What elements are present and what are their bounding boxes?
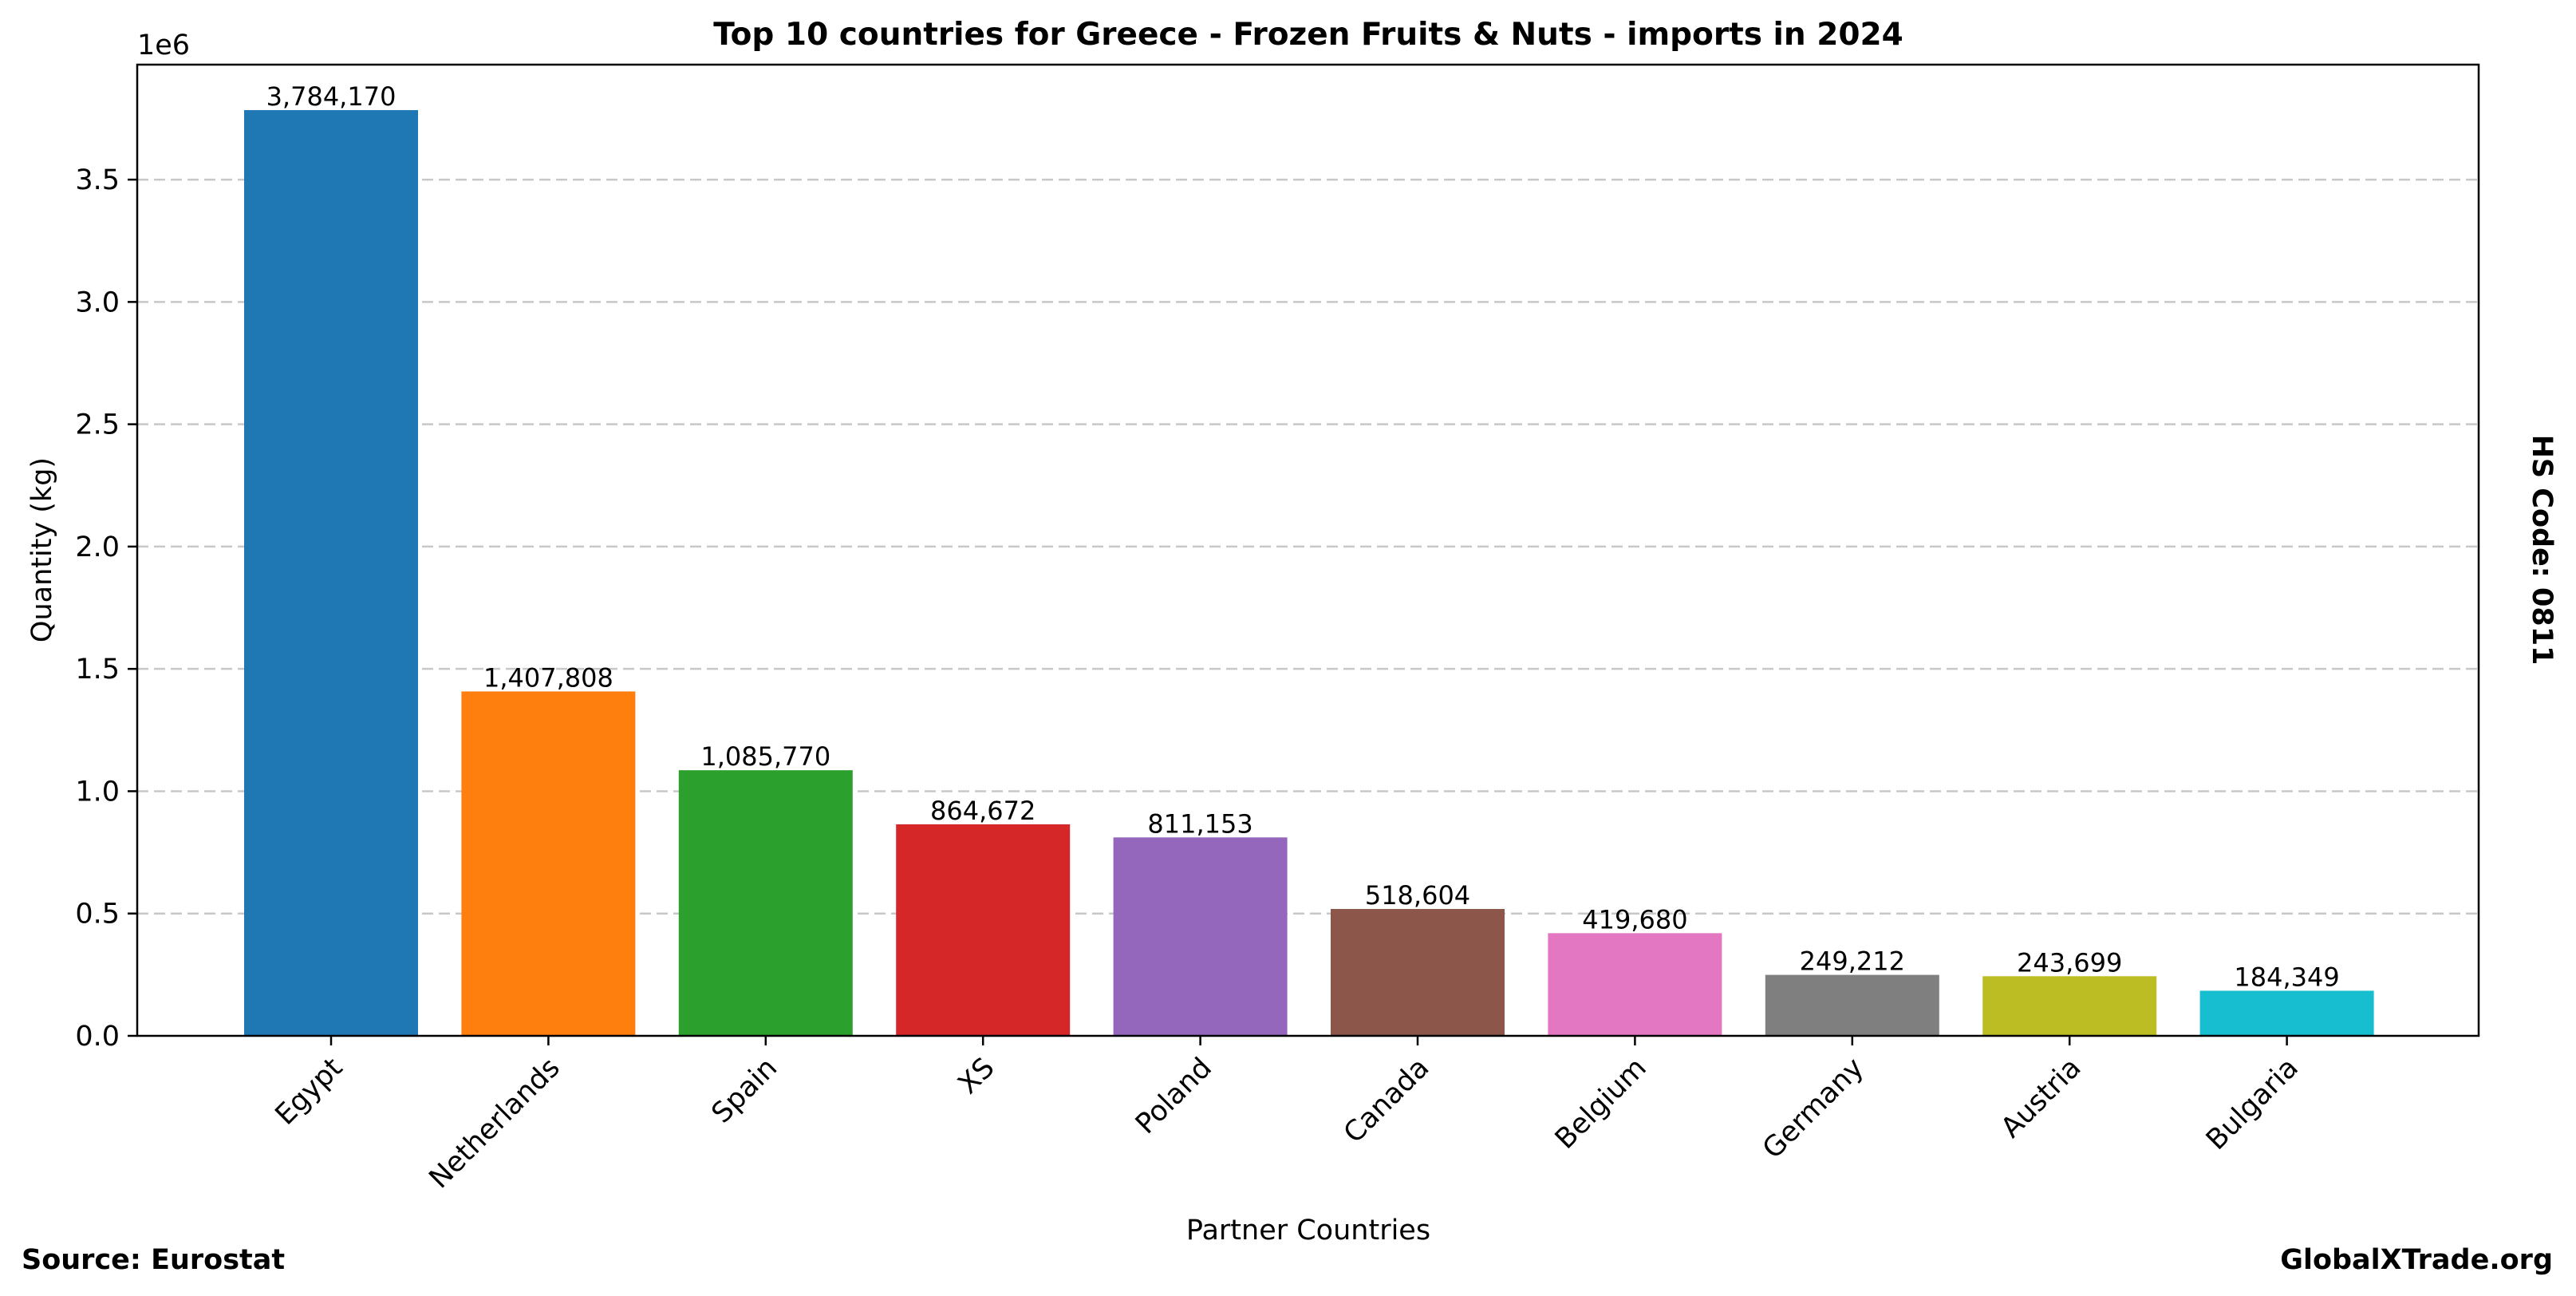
x-tick-label: Belgium [1549, 1052, 1653, 1156]
y-tick-label: 0.5 [75, 899, 120, 931]
bar-bulgaria [2199, 990, 2374, 1036]
bar-canada [1331, 909, 1505, 1036]
x-tick-label: XS [953, 1052, 1001, 1100]
y-scale-label: 1e6 [137, 30, 190, 61]
y-axis-label: Quantity (kg) [26, 457, 58, 642]
y-tick-label: 1.5 [75, 654, 120, 686]
y-tick-label: 1.0 [75, 776, 120, 808]
data-label-canada: 518,604 [1365, 880, 1470, 911]
data-label-belgium: 419,680 [1582, 904, 1687, 934]
x-tick-label: Poland [1130, 1052, 1218, 1140]
y-tick-label: 2.0 [75, 531, 120, 563]
bars [244, 109, 2374, 1036]
data-label-netherlands: 1,407,808 [483, 662, 613, 693]
chart-title: Top 10 countries for Greece - Frozen Fru… [713, 17, 1903, 53]
y-tick-label: 0.0 [75, 1021, 120, 1053]
x-axis: Egypt Netherlands Spain XS Poland Canada Belgi… [270, 1036, 2305, 1195]
x-tick-label: Egypt [270, 1052, 349, 1132]
bar-austria [1982, 976, 2157, 1036]
y-tick-label: 3.5 [75, 164, 120, 196]
plot-frame [136, 63, 2480, 1037]
bar-belgium [1548, 933, 1722, 1036]
side-annotation: HS Code: 0811 [2526, 435, 2558, 666]
y-tick-label: 2.5 [75, 409, 120, 441]
bar-xs [896, 824, 1071, 1036]
bar-poland [1113, 837, 1288, 1036]
data-label-poland: 811,153 [1147, 808, 1252, 839]
x-tick-label: Germany [1757, 1052, 1870, 1165]
bar-netherlands [461, 691, 636, 1036]
x-tick-label: Canada [1338, 1052, 1435, 1149]
x-tick-label: Spain [706, 1052, 783, 1129]
brand-label: GlobalXTrade.org [2280, 1244, 2553, 1276]
value-labels: 3,784,170 1,407,808 1,085,770 864,672 811,15… [266, 81, 2340, 993]
bar-germany [1765, 974, 1939, 1036]
x-tick-label: Bulgaria [2200, 1052, 2305, 1156]
data-label-egypt: 3,784,170 [266, 81, 396, 112]
y-axis: 0.0 0.5 1.0 1.5 2.0 2.5 3.0 3.5 [75, 164, 137, 1053]
y-tick-label: 3.0 [75, 286, 120, 318]
x-axis-label: Partner Countries [1186, 1215, 1430, 1247]
data-label-spain: 1,085,770 [700, 741, 830, 772]
x-tick-label: Austria [1995, 1052, 2088, 1144]
bar-egypt [244, 109, 418, 1036]
x-tick-label: Netherlands [424, 1052, 566, 1195]
data-label-xs: 864,672 [930, 796, 1036, 826]
data-label-austria: 243,699 [2017, 947, 2122, 978]
data-label-germany: 249,212 [1800, 946, 1905, 977]
data-label-bulgaria: 184,349 [2234, 962, 2339, 992]
bar-spain [678, 770, 853, 1036]
source-label: Source: Eurostat [22, 1244, 285, 1276]
